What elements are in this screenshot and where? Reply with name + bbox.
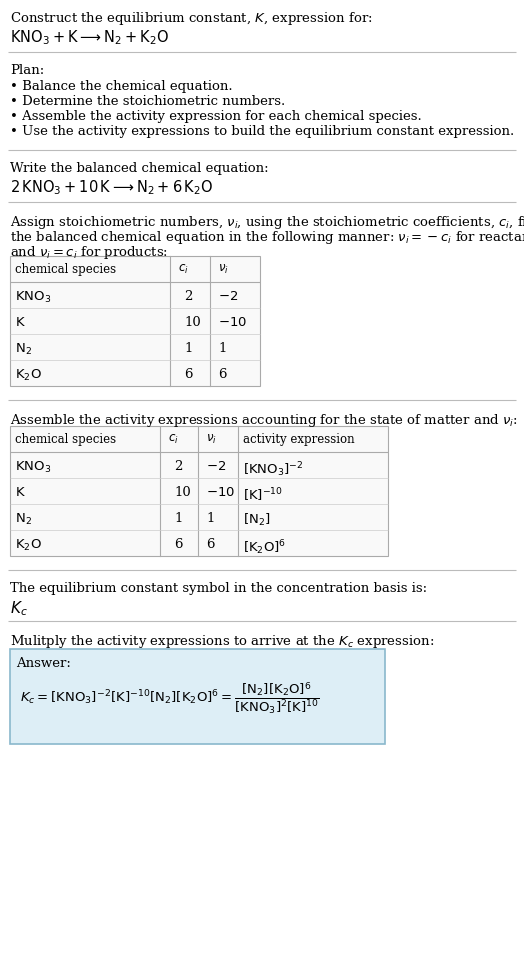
Text: 2: 2 <box>174 460 182 473</box>
Text: $[\mathrm{K}]^{-10}$: $[\mathrm{K}]^{-10}$ <box>243 486 283 503</box>
Text: • Balance the chemical equation.: • Balance the chemical equation. <box>10 80 233 93</box>
Text: $\mathrm{KNO_3}$: $\mathrm{KNO_3}$ <box>15 290 51 305</box>
Text: 6: 6 <box>206 538 214 551</box>
Text: 10: 10 <box>184 316 201 329</box>
Text: $-2$: $-2$ <box>218 290 238 303</box>
Text: • Assemble the activity expression for each chemical species.: • Assemble the activity expression for e… <box>10 110 422 123</box>
Text: 2: 2 <box>184 290 192 303</box>
Text: $\mathrm{K}$: $\mathrm{K}$ <box>15 316 26 329</box>
Text: $c_i$: $c_i$ <box>178 263 189 276</box>
Text: Assemble the activity expressions accounting for the state of matter and $\nu_i$: Assemble the activity expressions accoun… <box>10 412 518 429</box>
Text: $-10$: $-10$ <box>206 486 235 499</box>
Bar <box>10 256 260 386</box>
Text: $\mathrm{KNO_3 + K \longrightarrow N_2 + K_2O}$: $\mathrm{KNO_3 + K \longrightarrow N_2 +… <box>10 28 169 47</box>
Text: activity expression: activity expression <box>243 433 355 446</box>
Text: chemical species: chemical species <box>15 263 116 276</box>
Text: 6: 6 <box>174 538 182 551</box>
Text: Construct the equilibrium constant, $K$, expression for:: Construct the equilibrium constant, $K$,… <box>10 10 373 27</box>
Text: Write the balanced chemical equation:: Write the balanced chemical equation: <box>10 162 269 175</box>
Bar <box>10 649 385 744</box>
Text: $-10$: $-10$ <box>218 316 247 329</box>
Text: $\mathrm{K_2O}$: $\mathrm{K_2O}$ <box>15 538 42 553</box>
Text: 6: 6 <box>184 368 192 381</box>
Text: the balanced chemical equation in the following manner: $\nu_i = -c_i$ for react: the balanced chemical equation in the fo… <box>10 229 524 246</box>
Text: 6: 6 <box>218 368 226 381</box>
Text: The equilibrium constant symbol in the concentration basis is:: The equilibrium constant symbol in the c… <box>10 582 427 595</box>
Text: 1: 1 <box>206 512 214 525</box>
Text: • Use the activity expressions to build the equilibrium constant expression.: • Use the activity expressions to build … <box>10 125 514 138</box>
Text: chemical species: chemical species <box>15 433 116 446</box>
Text: Answer:: Answer: <box>16 657 71 670</box>
Text: $K_c = [\mathrm{KNO_3}]^{-2}[\mathrm{K}]^{-10}[\mathrm{N_2}][\mathrm{K_2O}]^6 = : $K_c = [\mathrm{KNO_3}]^{-2}[\mathrm{K}]… <box>20 681 320 717</box>
Text: 1: 1 <box>174 512 182 525</box>
Text: • Determine the stoichiometric numbers.: • Determine the stoichiometric numbers. <box>10 95 285 108</box>
Text: $\nu_i$: $\nu_i$ <box>206 433 217 446</box>
Text: 1: 1 <box>184 342 192 355</box>
Bar <box>10 426 388 556</box>
Text: 1: 1 <box>218 342 226 355</box>
Text: $c_i$: $c_i$ <box>168 433 179 446</box>
Text: $\mathrm{K_2O}$: $\mathrm{K_2O}$ <box>15 368 42 383</box>
Text: $\mathrm{2\,KNO_3 + 10\,K \longrightarrow N_2 + 6\,K_2O}$: $\mathrm{2\,KNO_3 + 10\,K \longrightarro… <box>10 178 213 197</box>
Text: and $\nu_i = c_i$ for products:: and $\nu_i = c_i$ for products: <box>10 244 168 261</box>
Text: Plan:: Plan: <box>10 64 44 77</box>
Text: $\mathrm{KNO_3}$: $\mathrm{KNO_3}$ <box>15 460 51 475</box>
Text: Assign stoichiometric numbers, $\nu_i$, using the stoichiometric coefficients, $: Assign stoichiometric numbers, $\nu_i$, … <box>10 214 524 231</box>
Text: $\mathrm{N_2}$: $\mathrm{N_2}$ <box>15 512 32 527</box>
Text: $[\mathrm{N_2}]$: $[\mathrm{N_2}]$ <box>243 512 270 528</box>
Text: Mulitply the activity expressions to arrive at the $K_c$ expression:: Mulitply the activity expressions to arr… <box>10 633 434 650</box>
Text: 10: 10 <box>174 486 191 499</box>
Text: $[\mathrm{K_2O}]^6$: $[\mathrm{K_2O}]^6$ <box>243 538 286 557</box>
Text: $K_c$: $K_c$ <box>10 599 28 618</box>
Text: $\nu_i$: $\nu_i$ <box>218 263 229 276</box>
Text: $-2$: $-2$ <box>206 460 226 473</box>
Text: $\mathrm{N_2}$: $\mathrm{N_2}$ <box>15 342 32 357</box>
Text: $\mathrm{K}$: $\mathrm{K}$ <box>15 486 26 499</box>
Text: $[\mathrm{KNO_3}]^{-2}$: $[\mathrm{KNO_3}]^{-2}$ <box>243 460 303 479</box>
